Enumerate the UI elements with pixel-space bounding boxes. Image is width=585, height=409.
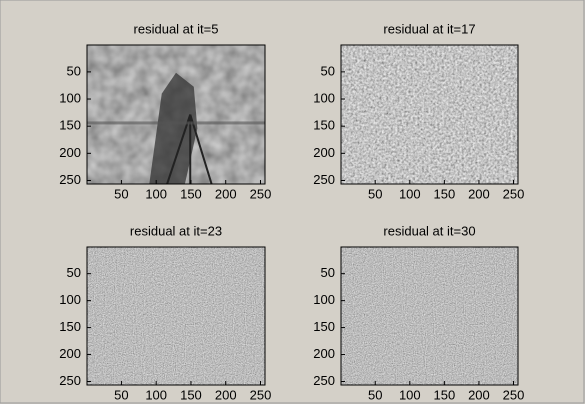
x-tick-label: 50 [114, 186, 128, 201]
y-tick-label: 50 [67, 63, 81, 78]
axes-box [340, 246, 519, 386]
x-tick-label: 200 [215, 387, 237, 402]
y-tick-label: 250 [59, 373, 81, 388]
x-tick-label: 250 [503, 387, 525, 402]
y-tick-label: 150 [59, 319, 81, 334]
axes-box [86, 246, 266, 386]
axes-box [86, 44, 266, 185]
y-tick-label: 100 [59, 90, 81, 105]
y-tick-label: 100 [313, 292, 335, 307]
axes-box [340, 44, 519, 185]
image-horizon [87, 121, 265, 125]
x-tick-label: 250 [250, 186, 272, 201]
y-tick-label: 50 [321, 63, 335, 78]
subplot-title: residual at it=23 [130, 223, 222, 238]
x-tick-label: 50 [368, 387, 382, 402]
x-tick-label: 100 [399, 387, 421, 402]
y-tick-label: 150 [313, 319, 335, 334]
y-tick-label: 100 [313, 90, 335, 105]
subplot-title: residual at it=5 [134, 21, 219, 36]
x-tick-label: 150 [434, 186, 456, 201]
y-tick-label: 200 [59, 346, 81, 361]
x-tick-label: 100 [145, 186, 167, 201]
x-tick-label: 150 [180, 186, 202, 201]
subplot-title: residual at it=17 [383, 21, 475, 36]
x-tick-label: 250 [503, 186, 525, 201]
x-tick-label: 100 [145, 387, 167, 402]
y-tick-label: 250 [59, 172, 81, 187]
x-tick-label: 100 [399, 186, 421, 201]
y-tick-label: 250 [313, 172, 335, 187]
x-tick-label: 200 [468, 186, 490, 201]
plots: residual at it=5 50 100 150 200 250 50 100 150 20… [59, 21, 524, 402]
x-tick-label: 200 [468, 387, 490, 402]
y-tick-label: 50 [321, 265, 335, 280]
y-tick-label: 200 [59, 145, 81, 160]
x-tick-label: 50 [368, 186, 382, 201]
x-tick-label: 150 [180, 387, 202, 402]
x-tick-label: 200 [215, 186, 237, 201]
y-tick-label: 150 [313, 118, 335, 133]
image [341, 45, 518, 184]
image [341, 247, 518, 385]
y-tick-label: 200 [313, 145, 335, 160]
image [87, 247, 265, 385]
x-tick-label: 50 [114, 387, 128, 402]
image-silhouette [149, 72, 198, 184]
y-tick-label: 100 [59, 292, 81, 307]
y-tick-label: 250 [313, 373, 335, 388]
x-tick-label: 250 [250, 387, 272, 402]
y-tick-label: 50 [67, 265, 81, 280]
x-tick-label: 150 [434, 387, 456, 402]
subplot-title: residual at it=30 [383, 223, 475, 238]
image-tripod [166, 114, 213, 185]
y-tick-label: 200 [313, 346, 335, 361]
y-tick-label: 150 [59, 118, 81, 133]
